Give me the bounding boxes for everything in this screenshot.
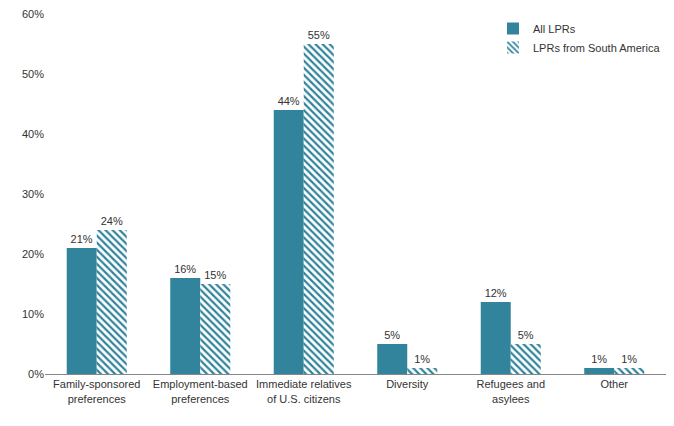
svg-text:12%: 12% — [485, 287, 507, 299]
svg-text:50%: 50% — [22, 68, 44, 80]
svg-text:Other: Other — [600, 378, 628, 390]
svg-text:16%: 16% — [174, 263, 196, 275]
svg-text:30%: 30% — [22, 188, 44, 200]
svg-text:1%: 1% — [591, 353, 607, 365]
svg-text:55%: 55% — [308, 29, 330, 41]
svg-text:44%: 44% — [278, 95, 300, 107]
svg-text:60%: 60% — [22, 8, 44, 20]
svg-text:20%: 20% — [22, 248, 44, 260]
svg-text:Diversity: Diversity — [386, 378, 429, 390]
svg-text:Immediate relativesof U.S. cit: Immediate relativesof U.S. citizens — [256, 378, 352, 404]
svg-text:24%: 24% — [101, 215, 123, 227]
svg-text:10%: 10% — [22, 308, 44, 320]
svg-text:Family-sponsoredpreferences: Family-sponsoredpreferences — [53, 378, 140, 404]
svg-text:All LPRs: All LPRs — [533, 23, 576, 35]
svg-text:5%: 5% — [384, 329, 400, 341]
svg-text:40%: 40% — [22, 128, 44, 140]
svg-text:5%: 5% — [518, 329, 534, 341]
svg-text:1%: 1% — [414, 353, 430, 365]
svg-text:Refugees andasylees: Refugees andasylees — [477, 378, 546, 404]
svg-text:LPRs from South America: LPRs from South America — [533, 42, 660, 54]
svg-text:1%: 1% — [621, 353, 637, 365]
svg-text:15%: 15% — [204, 269, 226, 281]
svg-text:Employment-basedpreferences: Employment-basedpreferences — [153, 378, 248, 404]
svg-text:21%: 21% — [71, 233, 93, 245]
svg-text:0%: 0% — [28, 368, 44, 380]
